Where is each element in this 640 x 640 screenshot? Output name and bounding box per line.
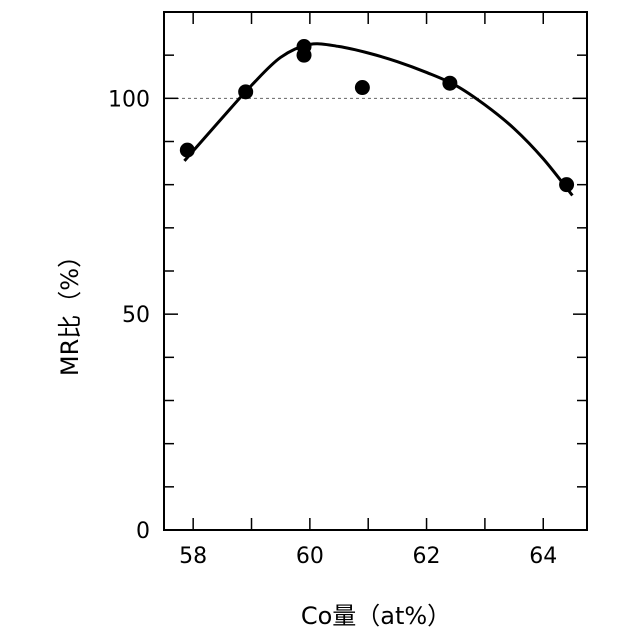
data-point	[180, 143, 195, 158]
data-point	[442, 76, 457, 91]
y-axis-title: MR比（%）	[56, 244, 84, 376]
x-axis-title: Co量（at%）	[301, 602, 451, 630]
x-tick-label: 64	[529, 544, 557, 569]
data-point	[355, 80, 370, 95]
data-point	[238, 84, 253, 99]
y-tick-label: 0	[136, 519, 150, 544]
x-tick-label: 60	[296, 544, 324, 569]
y-tick-label: 100	[108, 87, 150, 112]
y-tick-label: 50	[122, 303, 150, 328]
plot-frame	[164, 12, 587, 530]
data-point	[559, 177, 574, 192]
x-tick-label: 58	[179, 544, 207, 569]
data-point	[297, 48, 312, 63]
x-tick-label: 62	[413, 544, 441, 569]
fit-curve	[184, 44, 572, 196]
